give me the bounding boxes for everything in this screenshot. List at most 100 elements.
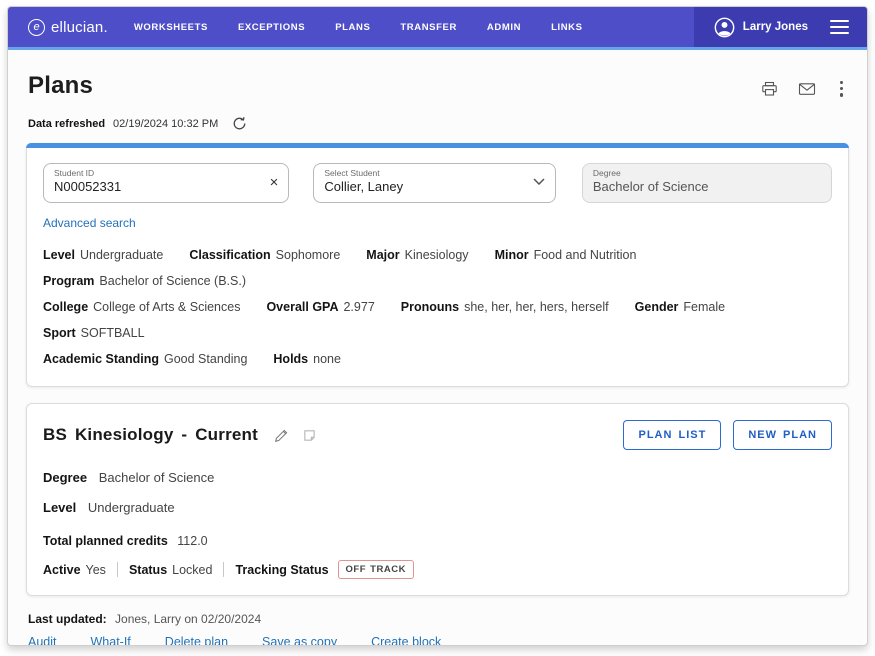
info-value: none: [313, 352, 341, 366]
info-value: Good Standing: [164, 352, 248, 366]
last-updated-label: Last updated:: [28, 612, 107, 626]
info-value: 2.977: [343, 300, 375, 314]
divider: [116, 562, 118, 577]
info-label: Pronouns: [400, 300, 460, 314]
brand-name: ellucian.: [51, 18, 108, 36]
select-student-label: Select Student: [324, 168, 380, 178]
plan-status-row: Active Yes Status Locked Tracking Status O…: [43, 560, 832, 579]
select-student-dropdown[interactable]: Select Student Collier, Laney: [313, 163, 556, 203]
plan-list-button[interactable]: PLAN LIST: [623, 420, 722, 450]
nav-item-worksheets[interactable]: WORKSHEETS: [133, 21, 208, 33]
info-value: Female: [683, 300, 726, 314]
edit-pencil-icon[interactable]: [274, 428, 289, 443]
header-actions: [761, 72, 847, 98]
info-value: SOFTBALL: [80, 326, 145, 340]
select-student-value: Collier, Laney: [324, 179, 404, 194]
info-value: Food and Nutrition: [533, 248, 637, 262]
plan-level-value: Undergraduate: [87, 500, 175, 515]
plan-action-links: Audit What-If Delete plan Save as copy C…: [28, 635, 847, 646]
info-value: Undergraduate: [79, 248, 164, 262]
note-icon[interactable]: [303, 429, 316, 442]
plan-card: BS Kinesiology - Current PLAN LIST NEW P…: [26, 403, 849, 596]
status-label: Status: [128, 562, 168, 577]
create-block-link[interactable]: Create block: [371, 635, 442, 646]
nav-item-admin[interactable]: ADMIN: [486, 21, 522, 33]
degree-label: Degree: [592, 168, 621, 178]
delete-plan-link[interactable]: Delete plan: [164, 635, 229, 646]
nav-item-plans[interactable]: PLANS: [335, 21, 371, 33]
top-navbar: e ellucian. WORKSHEETS EXCEPTIONS PLANS …: [8, 7, 867, 47]
info-label: Level: [43, 248, 75, 262]
student-id-field[interactable]: Student ID N00052331 ×: [43, 163, 290, 203]
total-credits-row: Total planned credits 112.0: [43, 534, 832, 548]
active-label: Active: [43, 562, 81, 577]
total-credits-value: 112.0: [177, 534, 208, 548]
last-updated-row: Last updated: Jones, Larry on 02/20/2024: [28, 612, 847, 626]
nav-item-exceptions[interactable]: EXCEPTIONS: [237, 21, 306, 33]
info-label: Classification: [189, 248, 271, 262]
ellucian-logo[interactable]: e ellucian.: [8, 7, 134, 47]
nav-item-links[interactable]: LINKS: [551, 21, 583, 33]
total-credits-label: Total planned credits: [43, 534, 168, 548]
info-value: Bachelor of Science (B.S.): [99, 274, 247, 288]
info-label: College: [43, 300, 89, 314]
info-label: Gender: [634, 300, 679, 314]
plan-degree-value: Bachelor of Science: [98, 470, 215, 485]
user-avatar-icon: [714, 17, 735, 38]
plan-level-row: Level Undergraduate: [43, 498, 832, 518]
nav-item-transfer[interactable]: TRANSFER: [400, 21, 457, 33]
navbar-underline: [8, 47, 867, 50]
last-updated-value: Jones, Larry on 02/20/2024: [115, 612, 262, 626]
new-plan-button[interactable]: NEW PLAN: [733, 420, 832, 450]
audit-link[interactable]: Audit: [28, 635, 57, 646]
user-name: Larry Jones: [742, 21, 808, 33]
off-track-badge: OFF TRACK: [337, 560, 414, 579]
user-menu[interactable]: Larry Jones: [714, 17, 808, 38]
student-info-row: Academic Standing Good Standing Holds none: [43, 346, 832, 372]
info-label: Sport: [43, 326, 76, 340]
info-label: Minor: [494, 248, 529, 262]
data-refreshed-label: Data refreshed: [28, 117, 106, 130]
student-id-value: N00052331: [54, 179, 122, 194]
data-refreshed-row: Data refreshed 02/19/2024 10:32 PM: [8, 100, 867, 131]
app-window: e ellucian. WORKSHEETS EXCEPTIONS PLANS …: [7, 6, 868, 646]
clear-icon[interactable]: ×: [269, 174, 279, 191]
degree-field-disabled: Degree Bachelor of Science: [581, 163, 832, 203]
plan-header: BS Kinesiology - Current PLAN LIST NEW P…: [43, 420, 832, 450]
info-label: Overall GPA: [266, 300, 339, 314]
info-label: Program: [43, 274, 95, 288]
info-label: Major: [366, 248, 400, 262]
chevron-down-icon[interactable]: [533, 178, 545, 185]
info-value: she, her, her, hers, herself: [464, 300, 609, 314]
plan-title-icons: [274, 428, 316, 443]
what-if-link[interactable]: What-If: [90, 635, 131, 646]
status-value: Locked: [172, 562, 213, 577]
student-id-label: Student ID: [54, 168, 95, 178]
print-icon[interactable]: [761, 81, 778, 97]
save-as-copy-link[interactable]: Save as copy: [262, 635, 338, 646]
data-refreshed-timestamp: 02/19/2024 10:32 PM: [113, 117, 219, 130]
more-options-icon[interactable]: [836, 80, 847, 98]
refresh-icon[interactable]: [232, 116, 247, 131]
email-icon[interactable]: [798, 82, 816, 96]
info-value: College of Arts & Sciences: [93, 300, 241, 314]
student-info-row: College College of Arts & Sciences Overal…: [43, 294, 832, 346]
plan-title: BS Kinesiology - Current: [43, 425, 258, 444]
plan-degree-label: Degree: [43, 470, 88, 485]
ellucian-logo-icon: e: [28, 18, 45, 36]
info-label: Academic Standing: [43, 352, 159, 366]
info-value: Sophomore: [275, 248, 341, 262]
page-header: Plans: [8, 50, 867, 100]
info-value: Kinesiology: [404, 248, 469, 262]
advanced-search-link[interactable]: Advanced search: [43, 216, 136, 230]
card-accent-bar: [26, 143, 849, 148]
student-info-row: Level Undergraduate Classification Sophomo…: [43, 242, 832, 294]
student-info: Level Undergraduate Classification Sophomo…: [43, 242, 832, 372]
divider: [223, 562, 225, 577]
nav-menu: WORKSHEETS EXCEPTIONS PLANS TRANSFER ADM…: [134, 7, 583, 47]
info-label: Holds: [273, 352, 309, 366]
tracking-status-label: Tracking Status: [235, 562, 329, 577]
plan-level-label: Level: [43, 500, 77, 515]
active-value: Yes: [85, 562, 106, 577]
hamburger-menu-icon[interactable]: [830, 19, 849, 35]
